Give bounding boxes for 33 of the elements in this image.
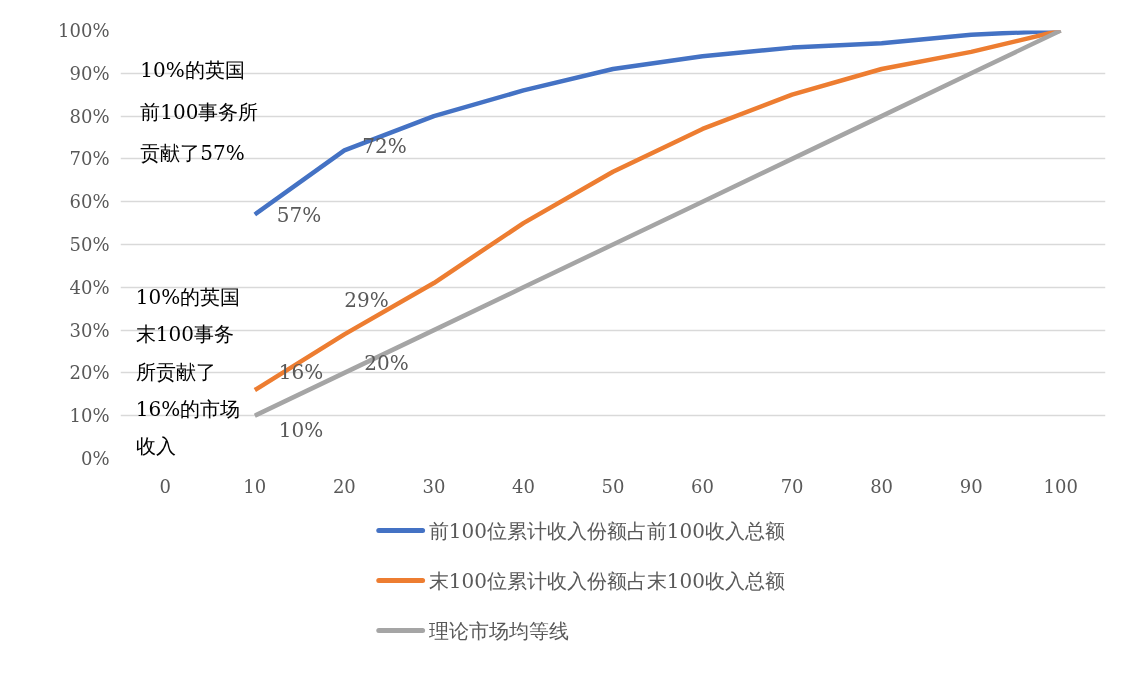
y-tick-label: 20% — [69, 362, 110, 384]
x-tick-label: 40 — [512, 475, 535, 497]
y-tick-label: 50% — [69, 234, 110, 255]
x-tick-label: 60 — [691, 475, 714, 497]
y-tick-label: 70% — [69, 148, 110, 170]
y-tick-label: 80% — [69, 105, 110, 127]
x-tick-label: 80 — [870, 475, 894, 497]
x-tick-label: 90 — [959, 475, 983, 497]
x-tick-label: 20 — [332, 475, 356, 497]
x-tick-label: 100 — [1043, 475, 1078, 497]
y-tick-label: 0% — [80, 448, 110, 469]
y-tick-label: 100% — [58, 20, 110, 41]
annotation: 10%的英国前100事务所贡献了57% — [140, 58, 259, 165]
legend-label: 末100位累计收入份额占末100收入总额 — [428, 568, 786, 593]
legend-label: 前100位累计收入份额占前100收入总额 — [428, 518, 786, 543]
y-tick-label: 90% — [69, 62, 110, 84]
x-tick-label: 0 — [159, 475, 171, 497]
x-tick-label: 30 — [422, 475, 446, 497]
x-tick-label: 50 — [601, 475, 625, 497]
data-label: 10% — [278, 417, 324, 442]
data-label: 16% — [278, 360, 324, 385]
data-label: 57% — [276, 202, 322, 227]
y-tick-label: 40% — [69, 276, 110, 298]
y-tick-label: 30% — [69, 319, 110, 341]
data-label: 72% — [362, 134, 407, 159]
legend-label: 理论市场均等线 — [428, 618, 569, 643]
y-tick-label: 10% — [69, 405, 110, 427]
x-tick-label: 10 — [243, 475, 267, 497]
annotation: 10%的英国末100事务所贡献了16%的市场收入 — [135, 285, 241, 458]
y-tick-label: 60% — [69, 191, 110, 213]
data-label: 20% — [364, 350, 409, 375]
x-tick-label: 70 — [780, 475, 804, 497]
data-label: 29% — [344, 288, 389, 313]
